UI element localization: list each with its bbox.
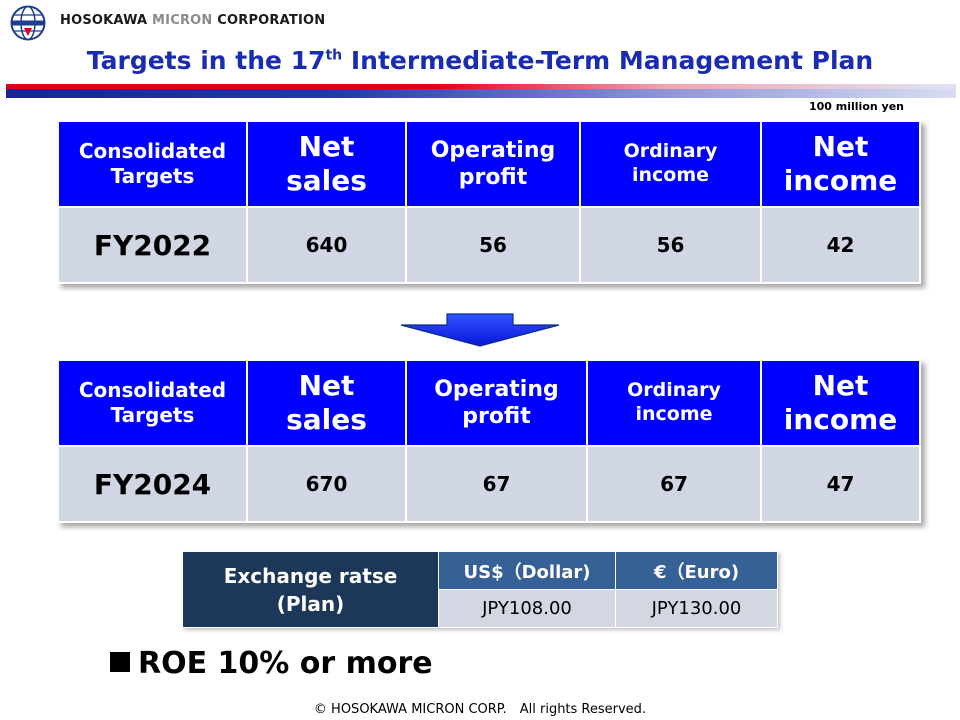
page-title: Targets in the 17th Intermediate-Term Ma… xyxy=(86,46,874,75)
table-header-row: Consolidated Targets Net sales Operating pr… xyxy=(57,120,921,208)
globe-logo-icon xyxy=(10,5,46,41)
header-net-income: Net income xyxy=(760,359,921,447)
header-operating-profit: Operating profit xyxy=(405,359,588,447)
targets-table-fy2022: Consolidated Targets Net sales Operating pr… xyxy=(57,120,921,284)
copyright-footer: © HOSOKAWA MICRON CORP. All rights Reser… xyxy=(313,702,647,717)
value-eur: JPY130.00 xyxy=(615,589,778,628)
cell-ordinary-income: 56 xyxy=(579,206,762,284)
cell-operating-profit: 67 xyxy=(405,445,588,523)
roe-target: ROE 10% or more xyxy=(110,646,433,681)
header-net-income: Net income xyxy=(760,120,921,208)
exchange-rate-table: Exchange ratse (Plan) US$（Dollar) €（Euro)… xyxy=(182,551,778,628)
cell-year: FY2022 xyxy=(57,206,248,284)
table-row: FY2024 670 67 67 47 xyxy=(57,445,921,523)
cell-ordinary-income: 67 xyxy=(586,445,762,523)
cell-net-income: 47 xyxy=(760,445,921,523)
table-row: FY2022 640 56 56 42 xyxy=(57,206,921,284)
exchange-rate-label: Exchange ratse (Plan) xyxy=(182,551,439,628)
cell-net-sales: 670 xyxy=(246,445,407,523)
header-ordinary-income: Ordinary income xyxy=(579,120,762,208)
header-consolidated-targets: Consolidated Targets xyxy=(57,359,248,447)
cell-net-sales: 640 xyxy=(246,206,407,284)
down-arrow-icon xyxy=(400,313,560,347)
cell-year: FY2024 xyxy=(57,445,248,523)
black-square-bullet-icon xyxy=(110,652,130,672)
targets-table-fy2024: Consolidated Targets Net sales Operating pr… xyxy=(57,359,921,523)
cell-net-income: 42 xyxy=(760,206,921,284)
header-consolidated-targets: Consolidated Targets xyxy=(57,120,248,208)
company-name: HOSOKAWA MICRON CORPORATION xyxy=(60,13,326,28)
header-eur: €（Euro) xyxy=(615,551,778,590)
value-usd: JPY108.00 xyxy=(438,589,616,628)
table-header-row: Consolidated Targets Net sales Operating pr… xyxy=(57,359,921,447)
header-operating-profit: Operating profit xyxy=(405,120,581,208)
header-net-sales: Net sales xyxy=(246,120,407,208)
header-ordinary-income: Ordinary income xyxy=(586,359,762,447)
title-divider xyxy=(6,84,956,98)
header-net-sales: Net sales xyxy=(246,359,407,447)
unit-label: 100 million yen xyxy=(808,100,904,113)
header-usd: US$（Dollar) xyxy=(438,551,616,590)
cell-operating-profit: 56 xyxy=(405,206,581,284)
